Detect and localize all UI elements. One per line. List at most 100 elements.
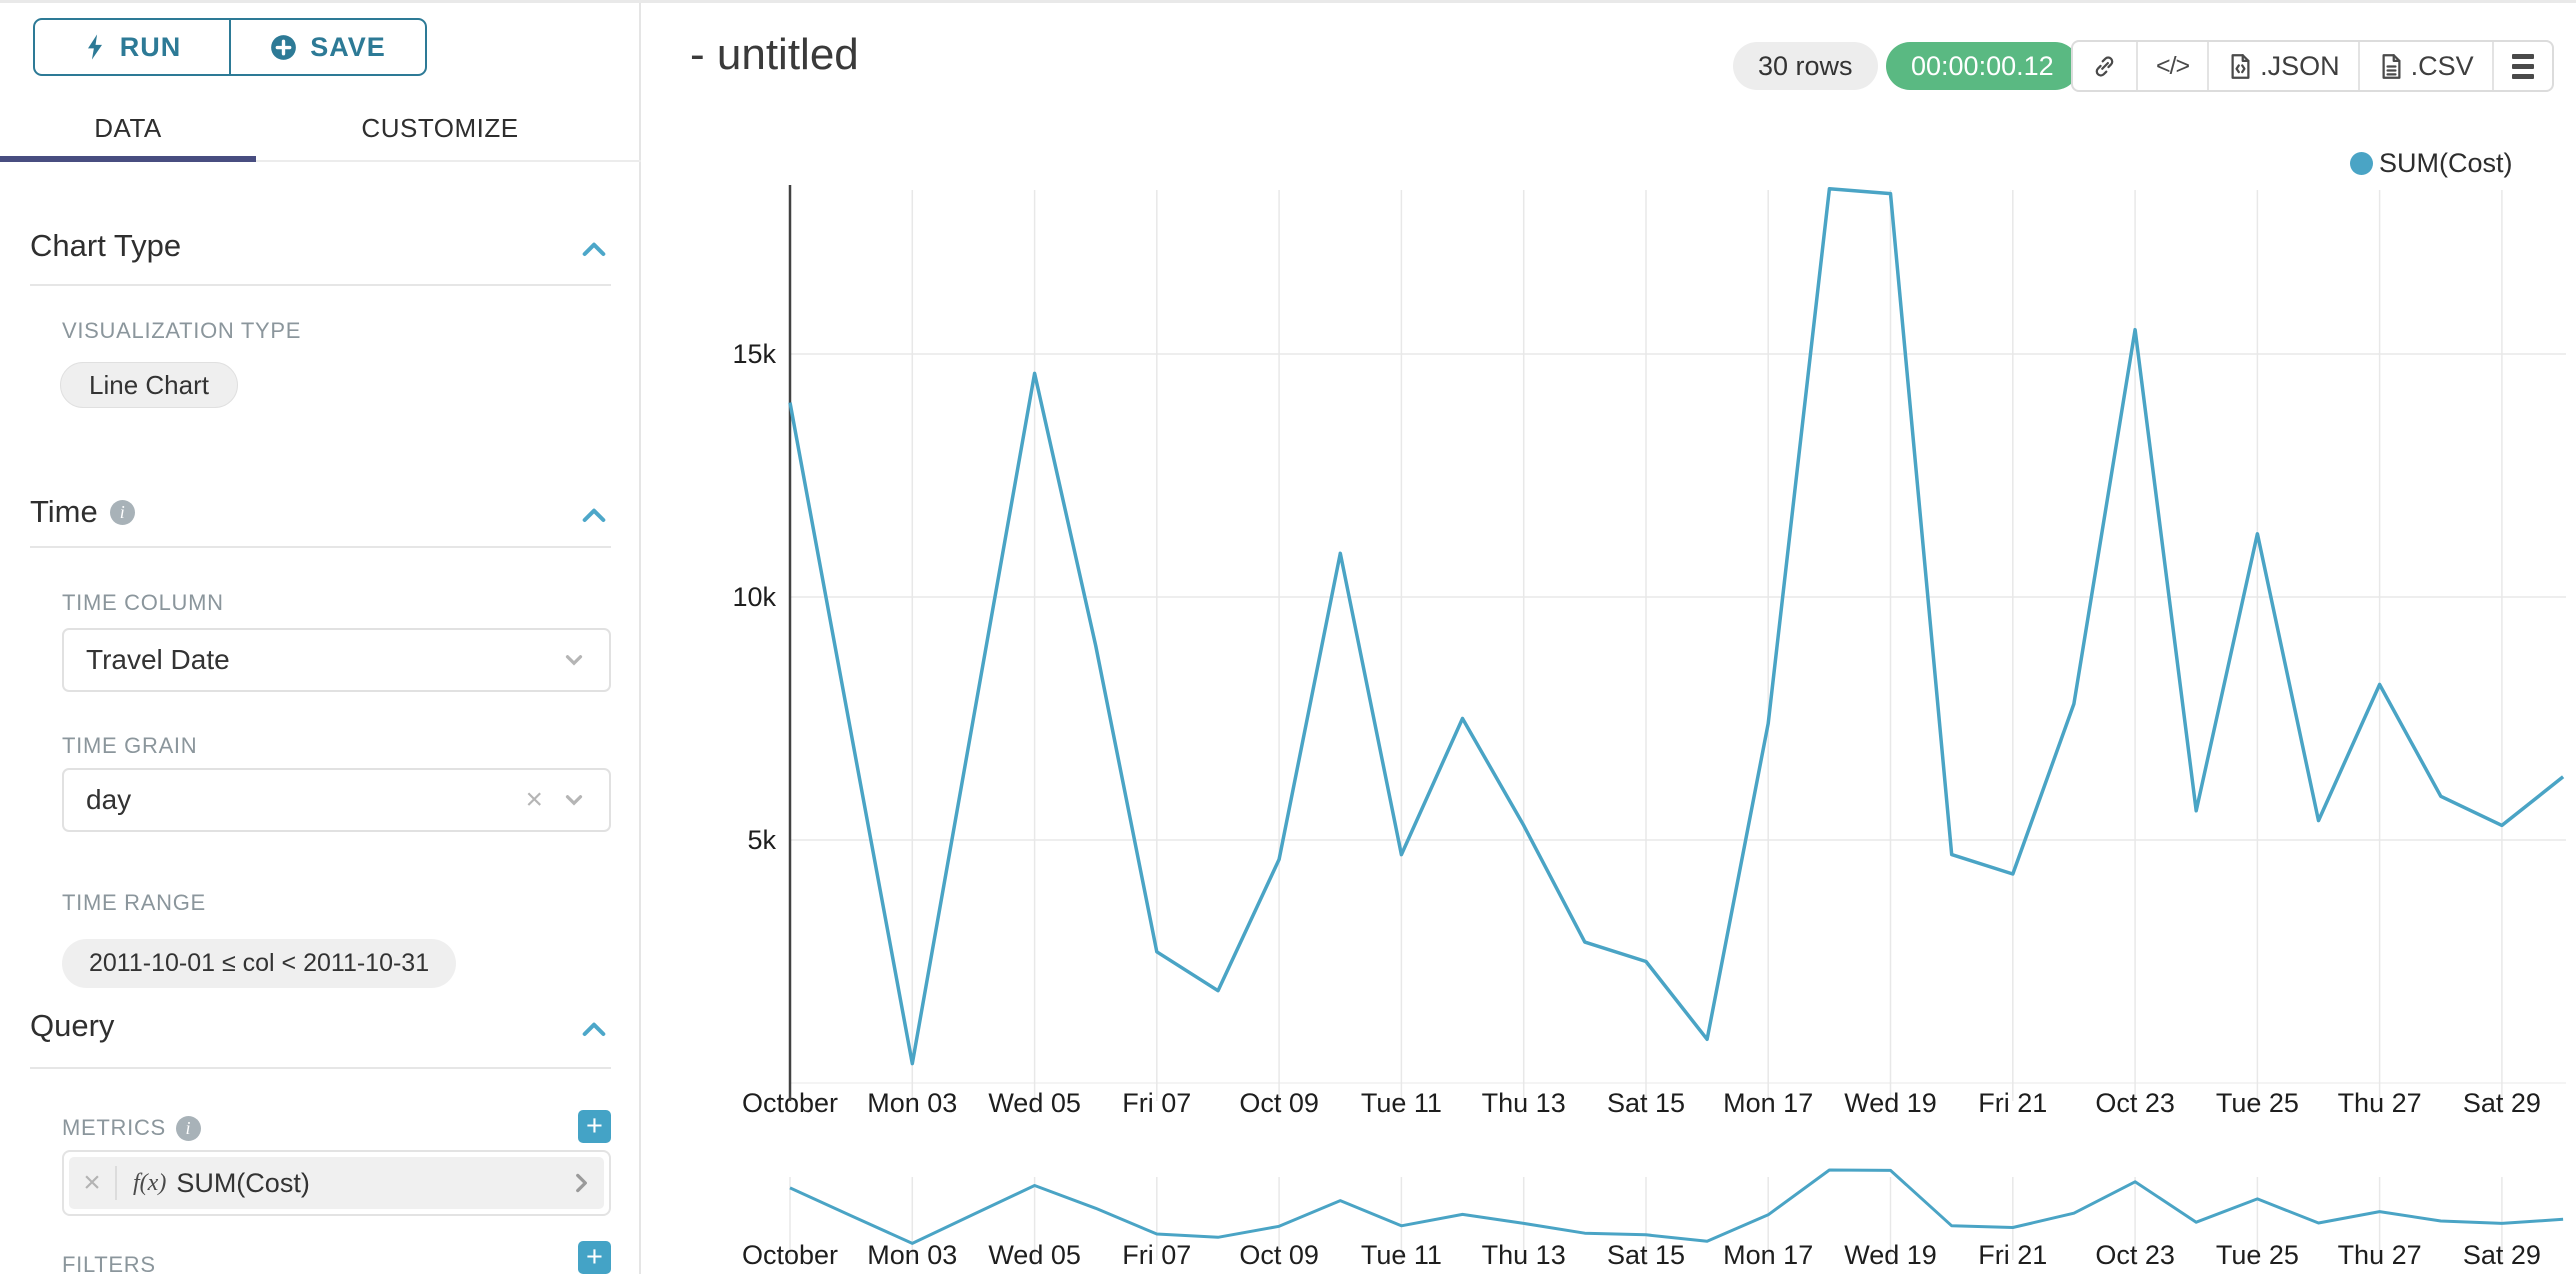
y-axis-tick-label: 10k [732,582,776,612]
x-axis-tick-label: Mon 03 [867,1088,957,1118]
chart-title[interactable]: - untitled [690,30,859,79]
export-json-label: .JSON [2260,50,2340,81]
time-grain-value: day [86,784,132,815]
x-axis-tick-label: Tue 11 [1361,1088,1442,1118]
save-button[interactable]: SAVE [229,20,425,74]
mini-x-axis-tick-label: Wed 05 [988,1240,1081,1270]
section-divider [30,284,611,286]
run-save-button-group: RUN SAVE [33,18,427,76]
x-axis-tick-label: Sat 15 [1607,1088,1685,1118]
row-count-badge: 30 rows [1733,42,1878,90]
tab-customize[interactable]: CUSTOMIZE [256,96,624,160]
control-panel-sidebar: RUN SAVE DATA CUSTOMIZE Chart Type VISUA… [0,0,641,1277]
json-file-icon [2227,53,2254,80]
legend-label: SUM(Cost) [2379,148,2513,178]
save-button-label: SAVE [310,31,386,62]
chevron-up-icon[interactable] [578,234,610,266]
link-icon [2091,53,2118,80]
run-button-label: RUN [119,31,182,62]
function-icon: f(x) [133,1169,167,1196]
chevron-right-icon[interactable] [568,1170,594,1196]
mini-x-axis-tick-label: Mon 17 [1723,1240,1813,1270]
mini-x-axis-tick-label: Thu 27 [2338,1240,2422,1270]
remove-metric-icon[interactable]: × [83,1166,101,1199]
x-axis-tick-label: Fri 07 [1122,1088,1191,1118]
plus-circle-icon [270,34,297,61]
mini-x-axis-tick-label: Oct 09 [1239,1240,1319,1270]
x-axis-tick-label: Fri 21 [1978,1088,2047,1118]
export-csv-label: .CSV [2410,50,2474,81]
time-column-label: TIME COLUMN [62,590,224,615]
panel-tabs: DATA CUSTOMIZE [0,96,641,162]
embed-code-button[interactable]: </> [2136,42,2207,90]
mini-x-axis-tick-label: October [742,1240,838,1270]
add-filter-button[interactable]: + [578,1241,611,1274]
chart-actions-toolbar: </> .JSON .CSV [2071,40,2554,92]
chevron-down-icon[interactable] [561,787,587,813]
time-grain-select[interactable]: day × [62,768,611,832]
metric-name: SUM(Cost) [176,1167,310,1198]
mini-x-axis-tick-label: Tue 25 [2216,1240,2299,1270]
clear-icon[interactable]: × [525,783,543,816]
code-icon: </> [2156,51,2190,80]
mini-series-line[interactable] [789,1168,2564,1245]
chevron-up-icon[interactable] [578,500,610,532]
mini-x-axis-tick-label: Sat 29 [2463,1240,2541,1270]
mini-x-axis-tick-label: Tue 11 [1361,1240,1442,1270]
mini-x-axis-tick-label: Sat 15 [1607,1240,1685,1270]
visualization-type-value[interactable]: Line Chart [60,362,238,408]
tab-customize-label: CUSTOMIZE [361,112,519,143]
chart-legend[interactable]: SUM(Cost) [2350,148,2513,179]
tab-data[interactable]: DATA [0,96,256,162]
query-timer-badge: 00:00:00.12 [1886,42,2079,90]
section-query-title: Query [30,1008,115,1043]
metrics-field: × f(x) SUM(Cost) [62,1150,611,1216]
time-column-select[interactable]: Travel Date [62,628,611,692]
export-json-button[interactable]: .JSON [2207,42,2358,90]
menu-button[interactable] [2491,42,2552,90]
info-icon: i [109,499,135,525]
mini-x-axis-tick-label: Oct 23 [2095,1240,2175,1270]
info-icon: i [175,1115,201,1141]
metrics-label: METRICS i [62,1115,201,1141]
x-axis-tick-label: Tue 25 [2216,1088,2299,1118]
time-range-label: TIME RANGE [62,890,206,915]
share-link-button[interactable] [2073,42,2136,90]
x-axis-tick-label: Oct 23 [2095,1088,2175,1118]
section-chart-type-title: Chart Type [30,228,182,263]
add-metric-button[interactable]: + [578,1110,611,1143]
legend-dot[interactable] [2350,152,2373,175]
x-axis-tick-label: Mon 17 [1723,1088,1813,1118]
run-button[interactable]: RUN [35,20,229,74]
section-divider [30,546,611,548]
x-axis-tick-label: Sat 29 [2463,1088,2541,1118]
x-axis-tick-label: Wed 19 [1844,1088,1937,1118]
x-axis-tick-label: Thu 27 [2338,1088,2422,1118]
main-series-line [788,187,2565,1066]
time-range-value[interactable]: 2011-10-01 ≤ col < 2011-10-31 [62,939,457,988]
chip-divider [115,1166,117,1200]
x-axis-tick-label: Thu 13 [1482,1088,1566,1118]
mini-x-axis-tick-label: Thu 13 [1482,1240,1566,1270]
time-column-value: Travel Date [86,644,230,675]
metric-chip[interactable]: × f(x) SUM(Cost) [69,1157,604,1209]
chevron-up-icon[interactable] [578,1014,610,1046]
mini-x-axis-tick-label: Mon 03 [867,1240,957,1270]
mini-x-axis-tick-label: Wed 19 [1844,1240,1937,1270]
chevron-down-icon[interactable] [561,647,587,673]
tab-data-label: DATA [94,112,162,143]
menu-icon [2511,53,2534,79]
visualization-type-label: VISUALIZATION TYPE [62,318,302,343]
y-axis-tick-label: 5k [747,825,776,855]
mini-x-axis-tick-label: Fri 21 [1978,1240,2047,1270]
section-time-title: Time i [30,494,135,530]
export-csv-button[interactable]: .CSV [2357,42,2492,90]
x-axis-tick-label: Oct 09 [1239,1088,1319,1118]
lightning-icon [83,33,107,61]
y-axis-tick-label: 15k [732,339,776,369]
section-divider [30,1067,611,1069]
filters-label: FILTERS [62,1252,156,1277]
csv-file-icon [2378,53,2405,80]
mini-x-axis-tick-label: Fri 07 [1122,1240,1191,1270]
